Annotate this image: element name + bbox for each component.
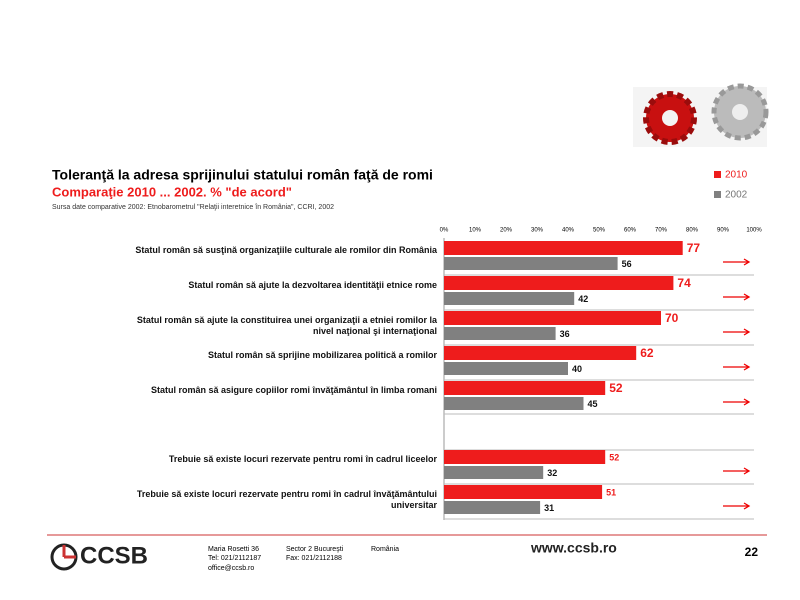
x-tick-label: 100% [746, 228, 762, 234]
value-label: 40 [572, 364, 582, 374]
value-label: 70 [665, 311, 679, 325]
trend-arrow [723, 467, 751, 475]
x-tick-label: 60% [624, 228, 637, 234]
category-label: Trebuie să existe locuri rezervate pentr… [168, 454, 437, 464]
bar [444, 257, 618, 270]
trend-arrow [723, 398, 751, 406]
source: Sursa date comparative 2002: Etnobaromet… [52, 204, 334, 211]
legend-swatch [714, 171, 721, 178]
value-label: 51 [606, 487, 616, 497]
x-tick-label: 80% [686, 228, 699, 234]
value-label: 42 [578, 294, 588, 304]
category-label: Statul român să asigure copiilor romi în… [150, 385, 437, 395]
bar [444, 276, 674, 290]
chart-subtitle: Comparaţie 2010 ... 2002. % "de acord" [52, 184, 292, 199]
x-tick-label: 10% [469, 228, 482, 234]
bar [444, 292, 575, 305]
category-label: Statul român să susţină organizaţiile cu… [135, 245, 437, 255]
trend-arrow [723, 258, 751, 266]
legend-swatch [714, 191, 721, 198]
value-label: 32 [547, 468, 557, 478]
trend-arrow [723, 293, 751, 301]
trend-arrow [723, 502, 751, 510]
bar [444, 485, 603, 499]
address: Maria Rosetti 36 [208, 546, 259, 553]
email: office@ccsb.ro [208, 565, 254, 572]
bar [444, 311, 661, 325]
trend-arrow [723, 363, 751, 371]
website: www.ccsb.ro [530, 540, 617, 556]
bar [444, 397, 584, 410]
bar [444, 501, 541, 514]
category-label: Statul român să ajute la dezvoltarea ide… [188, 280, 437, 290]
category-label: Statul român să ajute la constituirea un… [136, 315, 437, 336]
x-tick-label: 0% [440, 228, 449, 234]
bar [444, 327, 556, 340]
bar [444, 450, 606, 464]
contact: Fax: 021/2112188 [286, 555, 342, 562]
value-label: 62 [640, 346, 654, 360]
bar [444, 466, 544, 479]
bar [444, 381, 606, 395]
value-label: 31 [544, 503, 554, 513]
category-label: Trebuie să existe locuri rezervate pentr… [136, 489, 437, 510]
bar [444, 346, 637, 360]
value-label: 52 [609, 381, 623, 395]
x-tick-label: 40% [562, 228, 575, 234]
legend-label: 2002 [725, 190, 748, 201]
x-tick-label: 30% [531, 228, 544, 234]
value-label: 74 [677, 276, 691, 290]
x-tick-label: 90% [717, 228, 730, 234]
page-number: 22 [745, 545, 759, 559]
value-label: 45 [588, 399, 598, 409]
x-tick-label: 50% [593, 228, 606, 234]
x-tick-label: 20% [500, 228, 513, 234]
x-tick-label: 70% [655, 228, 668, 234]
trend-arrow [723, 328, 751, 336]
bar [444, 362, 568, 375]
value-label: 56 [622, 259, 632, 269]
bar [444, 241, 683, 255]
gears-picture [633, 83, 769, 147]
contact: Tel: 021/2112187 [208, 555, 261, 562]
value-label: 36 [560, 329, 570, 339]
value-label: 52 [609, 452, 619, 462]
value-label: 77 [687, 241, 701, 255]
chart-title: Toleranţă la adresa sprijinului statului… [52, 167, 433, 183]
address: România [371, 546, 399, 553]
legend-label: 2010 [725, 170, 748, 181]
logo: CCSB [80, 542, 148, 569]
address: Sector 2 Bucureşti [286, 546, 344, 553]
logo-icon [50, 543, 78, 571]
category-label: Statul român să sprijine mobilizarea pol… [207, 350, 437, 360]
